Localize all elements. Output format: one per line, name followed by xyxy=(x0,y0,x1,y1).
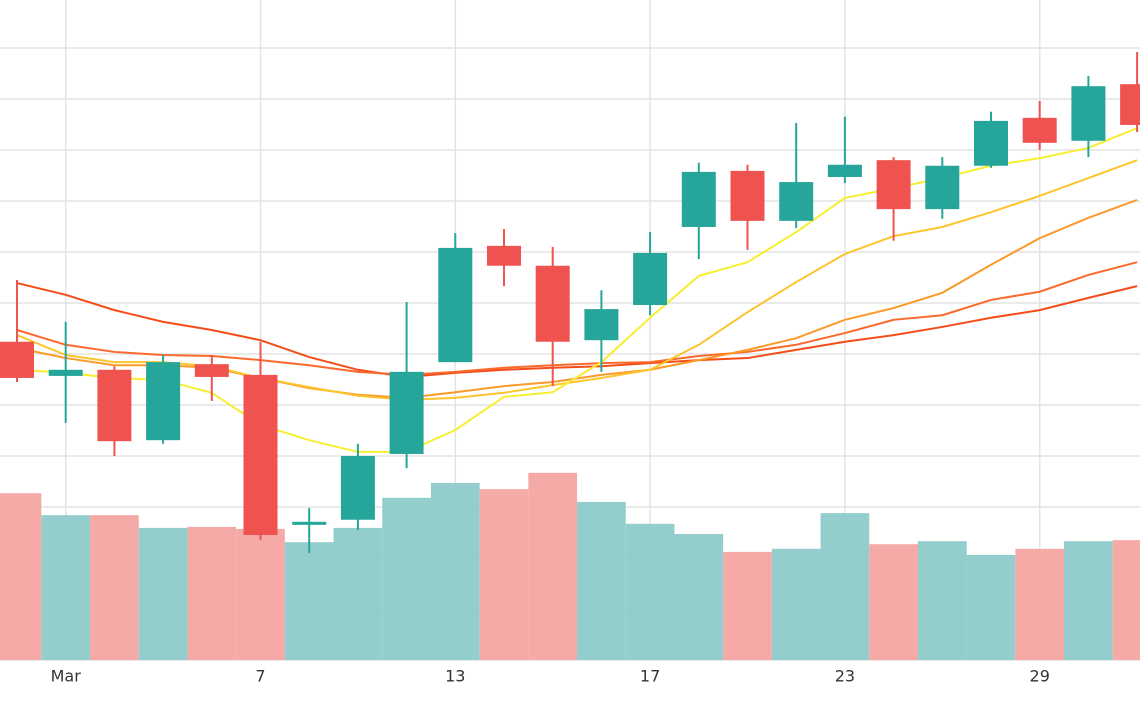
volume-bar xyxy=(382,497,431,661)
candle-body xyxy=(1022,117,1057,143)
volume-bar xyxy=(138,527,188,661)
x-tick-label: 17 xyxy=(640,667,660,686)
volume-bar xyxy=(1015,548,1065,661)
candle-body xyxy=(292,521,327,525)
candles xyxy=(0,52,1140,553)
volume-bar xyxy=(430,483,480,661)
volume-bar xyxy=(820,513,870,661)
candle-body xyxy=(730,170,765,221)
candle-body xyxy=(925,165,960,210)
volume-bar xyxy=(1112,540,1140,661)
candle-body xyxy=(827,164,862,177)
volume-bar xyxy=(479,489,529,661)
candle-body xyxy=(0,341,34,378)
candle-body xyxy=(779,182,814,221)
x-tick-label: 29 xyxy=(1030,667,1050,686)
volume-bar xyxy=(333,527,383,661)
candle-body xyxy=(438,247,473,363)
volume-bar xyxy=(236,528,285,661)
x-tick-label: 7 xyxy=(255,667,265,686)
volume-bar xyxy=(41,515,91,661)
volume-bar xyxy=(966,554,1016,661)
candle-body xyxy=(146,362,181,441)
candle-body xyxy=(97,369,132,442)
candle-body xyxy=(389,371,424,454)
volume-bar xyxy=(528,472,578,661)
candle-body xyxy=(48,369,83,376)
candle-body xyxy=(1120,84,1140,125)
candle-body xyxy=(681,171,716,227)
volume-bar xyxy=(771,548,821,661)
x-tick-label: 23 xyxy=(835,667,855,686)
candle-body xyxy=(633,252,668,306)
moving-average-line xyxy=(16,127,1138,453)
candle-body xyxy=(535,265,570,342)
volume-bar xyxy=(284,542,334,661)
volume-bar xyxy=(0,493,42,661)
candle-body xyxy=(194,364,229,377)
volume-bar xyxy=(90,515,139,661)
moving-averages xyxy=(16,127,1138,453)
volume-bar xyxy=(1064,541,1113,661)
candle-body xyxy=(243,374,278,536)
moving-average-line xyxy=(16,261,1138,376)
candle-body xyxy=(974,120,1008,166)
volume-bar xyxy=(674,534,724,661)
candle-body xyxy=(487,245,521,266)
moving-average-line xyxy=(16,199,1138,399)
candle-body xyxy=(876,160,911,210)
volume-bar xyxy=(625,523,675,661)
candle-body xyxy=(1071,86,1106,141)
candle-body xyxy=(584,309,619,341)
volume-bar xyxy=(577,501,626,661)
volume-bar xyxy=(869,544,918,661)
volume-bar xyxy=(917,541,967,661)
candle-body xyxy=(340,455,375,520)
x-tick-label: 13 xyxy=(445,667,465,686)
x-tick-label: Mar xyxy=(51,667,82,686)
volume-bar xyxy=(187,526,237,661)
volume-bars xyxy=(0,472,1140,661)
x-axis: Mar 7 13 17 23 29 xyxy=(51,667,1050,686)
moving-average-line xyxy=(16,282,1138,378)
volume-bar xyxy=(723,551,772,661)
